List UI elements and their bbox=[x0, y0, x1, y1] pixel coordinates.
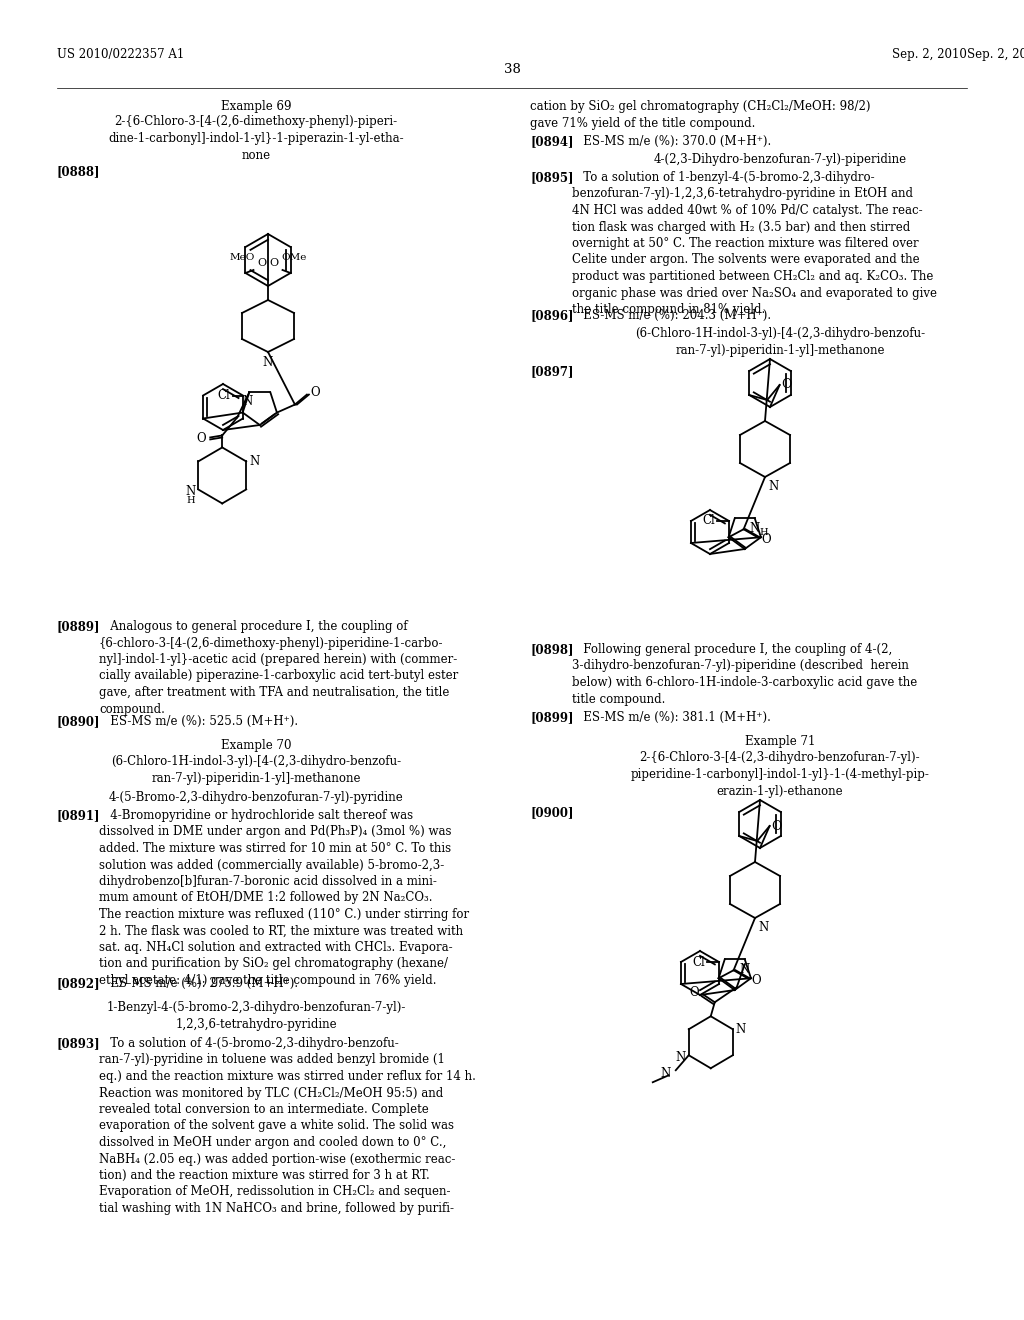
Text: 4-(5-Bromo-2,3-dihydro-benzofuran-7-yl)-pyridine: 4-(5-Bromo-2,3-dihydro-benzofuran-7-yl)-… bbox=[109, 791, 403, 804]
Text: Sep. 2, 2010: Sep. 2, 2010 bbox=[967, 48, 1024, 61]
Text: N: N bbox=[263, 356, 273, 370]
Text: N: N bbox=[750, 523, 760, 535]
Text: Analogous to general procedure I, the coupling of
{6-chloro-3-[4-(2,6-dimethoxy-: Analogous to general procedure I, the co… bbox=[99, 620, 459, 715]
Text: ES-MS m/e (%): 381.1 (M+H⁺).: ES-MS m/e (%): 381.1 (M+H⁺). bbox=[572, 711, 771, 723]
Text: 4-Bromopyridine or hydrochloride salt thereof was
dissolved in DME under argon a: 4-Bromopyridine or hydrochloride salt th… bbox=[99, 809, 469, 987]
Text: [0898]: [0898] bbox=[530, 643, 573, 656]
Text: O: O bbox=[269, 257, 279, 268]
Text: Sep. 2, 2010: Sep. 2, 2010 bbox=[892, 48, 967, 61]
Text: 2-{6-Chloro-3-[4-(2,3-dihydro-benzofuran-7-yl)-
piperidine-1-carbonyl]-indol-1-y: 2-{6-Chloro-3-[4-(2,3-dihydro-benzofuran… bbox=[631, 751, 930, 799]
Text: N: N bbox=[676, 1051, 686, 1064]
Text: O: O bbox=[772, 820, 782, 833]
Text: 2-{6-Chloro-3-[4-(2,6-dimethoxy-phenyl)-piperi-
dine-1-carbonyl]-indol-1-yl}-1-p: 2-{6-Chloro-3-[4-(2,6-dimethoxy-phenyl)-… bbox=[109, 115, 403, 162]
Text: O: O bbox=[752, 974, 761, 987]
Text: Cl: Cl bbox=[702, 515, 715, 528]
Text: O: O bbox=[257, 257, 266, 268]
Text: [0890]: [0890] bbox=[57, 715, 100, 729]
Text: N: N bbox=[660, 1067, 671, 1080]
Text: [0891]: [0891] bbox=[57, 809, 100, 822]
Text: H: H bbox=[760, 528, 768, 537]
Text: N: N bbox=[768, 480, 778, 492]
Text: Example 69: Example 69 bbox=[221, 100, 291, 114]
Text: ES-MS m/e (%): 370.0 (M+H⁺).: ES-MS m/e (%): 370.0 (M+H⁺). bbox=[572, 135, 771, 148]
Text: To a solution of 4-(5-bromo-2,3-dihydro-benzofu-
ran-7-yl)-pyridine in toluene w: To a solution of 4-(5-bromo-2,3-dihydro-… bbox=[99, 1038, 476, 1214]
Text: OMe: OMe bbox=[282, 252, 307, 261]
Text: O: O bbox=[689, 986, 698, 999]
Text: Cl: Cl bbox=[692, 956, 706, 969]
Text: [0895]: [0895] bbox=[530, 172, 573, 183]
Text: [0900]: [0900] bbox=[530, 807, 573, 818]
Text: [0896]: [0896] bbox=[530, 309, 573, 322]
Text: [0897]: [0897] bbox=[530, 366, 573, 378]
Text: ES-MS m/e (%): 525.5 (M+H⁺).: ES-MS m/e (%): 525.5 (M+H⁺). bbox=[99, 715, 298, 729]
Text: cation by SiO₂ gel chromatography (CH₂Cl₂/MeOH: 98/2)
gave 71% yield of the titl: cation by SiO₂ gel chromatography (CH₂Cl… bbox=[530, 100, 870, 129]
Text: N: N bbox=[758, 921, 768, 935]
Text: N: N bbox=[249, 455, 259, 467]
Text: Cl: Cl bbox=[217, 389, 230, 403]
Text: Example 70: Example 70 bbox=[221, 739, 291, 752]
Text: MeO: MeO bbox=[229, 252, 255, 261]
Text: [0888]: [0888] bbox=[57, 165, 100, 178]
Text: 38: 38 bbox=[504, 63, 520, 77]
Text: To a solution of 1-benzyl-4-(5-bromo-2,3-dihydro-
benzofuran-7-yl)-1,2,3,6-tetra: To a solution of 1-benzyl-4-(5-bromo-2,3… bbox=[572, 172, 937, 315]
Text: O: O bbox=[197, 432, 206, 445]
Text: Example 71: Example 71 bbox=[744, 735, 815, 748]
Text: [0894]: [0894] bbox=[530, 135, 573, 148]
Text: O: O bbox=[781, 379, 792, 392]
Text: [0892]: [0892] bbox=[57, 977, 100, 990]
Text: ES-MS m/e (%): 275.9 (M+H⁺).: ES-MS m/e (%): 275.9 (M+H⁺). bbox=[99, 977, 298, 990]
Text: H: H bbox=[186, 496, 196, 506]
Text: [0899]: [0899] bbox=[530, 711, 573, 723]
Text: O: O bbox=[310, 385, 319, 399]
Text: Following general procedure I, the coupling of 4-(2,
3-dihydro-benzofuran-7-yl)-: Following general procedure I, the coupl… bbox=[572, 643, 918, 705]
Text: (6-Chloro-1H-indol-3-yl)-[4-(2,3-dihydro-benzofu-
ran-7-yl)-piperidin-1-yl]-meth: (6-Chloro-1H-indol-3-yl)-[4-(2,3-dihydro… bbox=[635, 327, 925, 356]
Text: [0893]: [0893] bbox=[57, 1038, 100, 1049]
Text: N: N bbox=[739, 964, 750, 977]
Text: N: N bbox=[736, 1023, 746, 1036]
Text: US 2010/0222357 A1: US 2010/0222357 A1 bbox=[57, 48, 184, 61]
Text: N: N bbox=[242, 396, 252, 408]
Text: (6-Chloro-1H-indol-3-yl)-[4-(2,3-dihydro-benzofu-
ran-7-yl)-piperidin-1-yl]-meth: (6-Chloro-1H-indol-3-yl)-[4-(2,3-dihydro… bbox=[111, 755, 401, 785]
Text: [0889]: [0889] bbox=[57, 620, 100, 634]
Text: 1-Benzyl-4-(5-bromo-2,3-dihydro-benzofuran-7-yl)-
1,2,3,6-tetrahydro-pyridine: 1-Benzyl-4-(5-bromo-2,3-dihydro-benzofur… bbox=[106, 1001, 406, 1031]
Text: N: N bbox=[185, 484, 196, 498]
Text: 4-(2,3-Dihydro-benzofuran-7-yl)-piperidine: 4-(2,3-Dihydro-benzofuran-7-yl)-piperidi… bbox=[653, 153, 906, 166]
Text: ES-MS m/e (%): 204.3 (M+H⁺).: ES-MS m/e (%): 204.3 (M+H⁺). bbox=[572, 309, 771, 322]
Text: O: O bbox=[762, 533, 771, 545]
